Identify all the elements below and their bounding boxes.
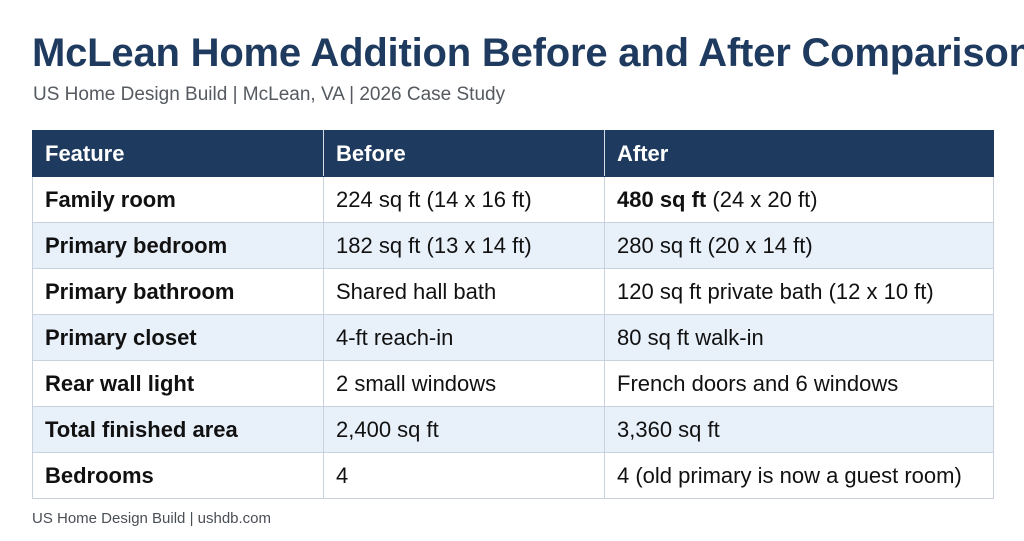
feature-cell: Bedrooms	[32, 452, 324, 499]
table-row: Rear wall light 2 small windows French d…	[32, 360, 994, 407]
comparison-table: Feature Before After Family room 224 sq …	[32, 130, 994, 499]
column-header-feature: Feature	[32, 130, 324, 177]
footer-credit: US Home Design Build | ushdb.com	[32, 510, 272, 527]
after-cell: 3,360 sq ft	[604, 406, 994, 453]
table-header-row: Feature Before After	[32, 130, 994, 177]
after-cell: 80 sq ft walk-in	[604, 314, 994, 361]
before-cell: 224 sq ft (14 x 16 ft)	[323, 176, 605, 223]
table-row: Primary bathroom Shared hall bath 120 sq…	[32, 268, 994, 315]
after-cell: 4 (old primary is now a guest room)	[604, 452, 994, 499]
feature-cell: Rear wall light	[32, 360, 324, 407]
after-text: (24 x 20 ft)	[706, 186, 818, 212]
before-cell: 4	[323, 452, 605, 499]
column-header-after: After	[604, 130, 994, 177]
before-cell: 2 small windows	[323, 360, 605, 407]
after-cell: French doors and 6 windows	[604, 360, 994, 407]
after-cell: 280 sq ft (20 x 14 ft)	[604, 222, 994, 269]
feature-cell: Family room	[32, 176, 324, 223]
table-row: Family room 224 sq ft (14 x 16 ft) 480 s…	[32, 176, 994, 223]
page-subtitle: US Home Design Build | McLean, VA | 2026…	[33, 84, 506, 105]
after-cell: 120 sq ft private bath (12 x 10 ft)	[604, 268, 994, 315]
table-row: Bedrooms 4 4 (old primary is now a guest…	[32, 452, 994, 499]
comparison-table-container: Feature Before After Family room 224 sq …	[32, 130, 994, 499]
column-header-before: Before	[323, 130, 605, 177]
feature-cell: Primary bedroom	[32, 222, 324, 269]
page-title: McLean Home Addition Before and After Co…	[32, 31, 1024, 75]
feature-cell: Total finished area	[32, 406, 324, 453]
feature-cell: Primary closet	[32, 314, 324, 361]
before-cell: 4-ft reach-in	[323, 314, 605, 361]
before-cell: 2,400 sq ft	[323, 406, 605, 453]
before-cell: Shared hall bath	[323, 268, 605, 315]
feature-cell: Primary bathroom	[32, 268, 324, 315]
table-row: Primary bedroom 182 sq ft (13 x 14 ft) 2…	[32, 222, 994, 269]
table-row: Total finished area 2,400 sq ft 3,360 sq…	[32, 406, 994, 453]
after-highlight: 480 sq ft	[617, 186, 707, 212]
after-cell: 480 sq ft (24 x 20 ft)	[604, 176, 994, 223]
table-row: Primary closet 4-ft reach-in 80 sq ft wa…	[32, 314, 994, 361]
before-cell: 182 sq ft (13 x 14 ft)	[323, 222, 605, 269]
